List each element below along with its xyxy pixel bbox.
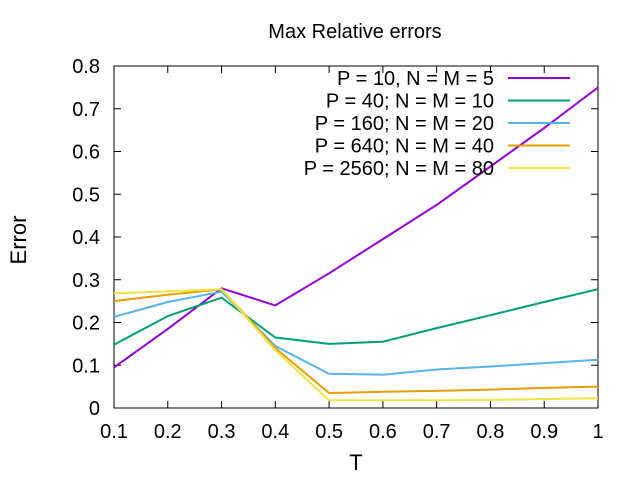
y-tick-label: 0.7	[72, 99, 100, 121]
legend-label: P = 160; N = M = 20	[315, 113, 494, 135]
series-line-3	[113, 290, 599, 376]
legend-label: P = 10, N = M = 5	[337, 68, 494, 90]
x-tick-label: 0.5	[315, 421, 343, 443]
y-tick-label: 0.4	[72, 227, 100, 249]
series-group	[113, 86, 599, 402]
legend-label: P = 640; N = M = 40	[315, 136, 494, 158]
y-tick-label: 0	[89, 398, 100, 420]
axis-ticks: 0.1 0.2 0.3 0.4 0.5 0.6 0.7 0.8 0.9 100.10.20.30.…	[72, 56, 603, 443]
legend-label: P = 2560; N = M = 80	[304, 158, 494, 180]
x-tick-label: 0.8	[477, 421, 505, 443]
y-tick-label: 0.6	[72, 142, 100, 164]
legend-label: P = 40; N = M = 10	[326, 91, 494, 113]
y-tick-label: 0.5	[72, 184, 100, 206]
series-line-2	[113, 288, 599, 346]
x-tick-label: 0.1	[100, 421, 128, 443]
y-axis-label: Error	[6, 216, 31, 265]
y-tick-label: 0.8	[72, 56, 100, 78]
x-tick-label: 0.4	[261, 421, 289, 443]
x-tick-label: 0.3	[208, 421, 236, 443]
legend: P = 10, N = M = 5P = 40; N = M = 10P = 1…	[304, 68, 570, 180]
series-line-5	[113, 288, 599, 402]
y-tick-label: 0.3	[72, 270, 100, 292]
x-tick-label: 0.2	[154, 421, 182, 443]
x-tick-label: 0.6	[369, 421, 397, 443]
y-tick-label: 0.2	[72, 313, 100, 335]
chart-title: Max Relative errors	[268, 21, 441, 43]
x-tick-label: 0.9	[530, 421, 558, 443]
x-tick-label: 0.7	[423, 421, 451, 443]
x-axis-label: T	[349, 450, 362, 475]
x-tick-label: 1	[592, 421, 603, 443]
y-tick-label: 0.1	[72, 355, 100, 377]
series-line-1	[113, 86, 599, 369]
series-line-4	[113, 288, 599, 394]
